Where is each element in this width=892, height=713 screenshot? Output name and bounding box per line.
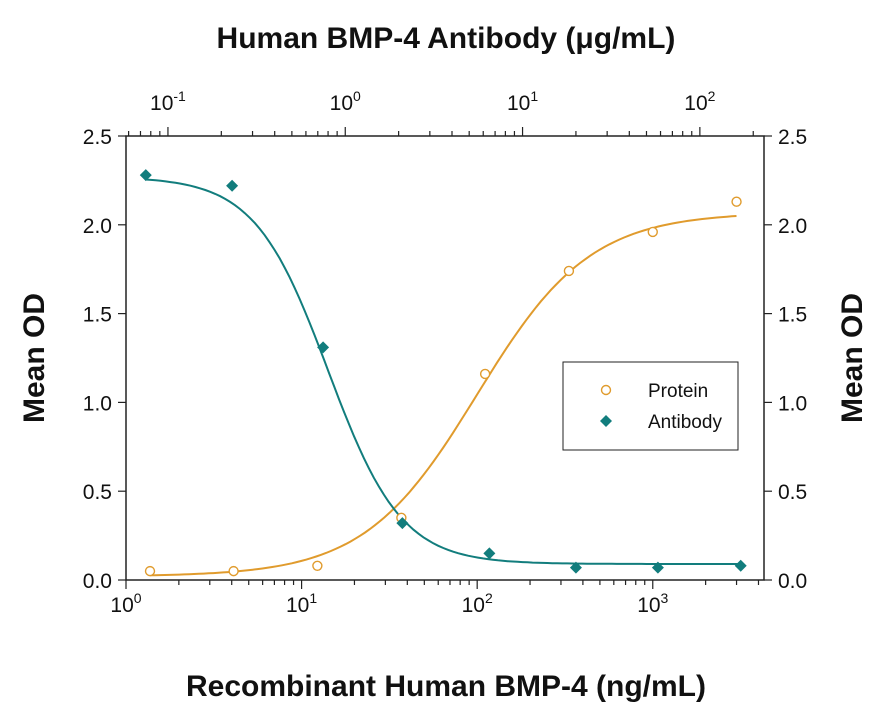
right-axis-tick-label: 2.0 [778,215,807,238]
top-axis-tick-label: 100 [330,88,361,115]
data-points [139,169,747,577]
protein-data-point [563,265,575,277]
protein-data-point [144,565,156,577]
right-axis-tick-label: 2.5 [778,126,807,149]
antibody-data-point [483,547,496,560]
protein-data-point [312,560,323,571]
bottom-axis-tick-label: 101 [286,590,317,617]
antibody-data-point [734,559,747,572]
legend-box [562,361,739,451]
antibody-data-point [226,179,239,192]
protein-data-point [647,226,658,238]
left-axis-tick-label: 0.0 [83,570,112,593]
antibody-data-point [139,169,152,182]
left-axis-tick-label: 1.5 [83,304,112,327]
right-axis-tick-label: 1.0 [778,392,807,415]
right-axis-tick-label: 0.5 [778,481,807,504]
legend-antibody-label: Antibody [648,412,722,433]
left-axis-tick-label: 2.0 [83,215,112,238]
antibody-data-point [651,561,664,574]
legend: Protein Antibody [562,361,739,451]
bottom-axis-tick-label: 100 [110,590,141,617]
antibody-fit-curve [145,178,741,565]
top-axis-tick-label: 102 [684,88,715,115]
top-axis-title: Human BMP-4 Antibody (μg/mL) [217,22,676,55]
top-axis-tick-label: 10-1 [150,88,186,115]
fit-curves [145,178,741,577]
protein-data-point [479,368,491,380]
left-axis-tick-label: 1.0 [83,392,112,415]
protein-fit-curve [149,215,737,577]
plot-frame [125,135,765,581]
x-axis-title: Recombinant Human BMP-4 (ng/mL) [186,670,706,703]
legend-protein-label: Protein [648,381,708,402]
antibody-data-point [396,517,409,530]
left-axis-tick-label: 0.5 [83,481,112,504]
bottom-axis-tick-label: 102 [462,590,493,617]
legend-protein-marker [600,384,612,396]
antibody-data-point [569,561,582,574]
axes-layer: 100 101 102 103 10-1 100 101 102 0.0 0.0 0.5 0.5 1.0… [83,88,807,617]
bottom-axis-tick-label: 103 [637,590,668,617]
legend-antibody-marker [600,415,612,427]
y-axis-title-left: Mean OD [18,293,51,423]
y-axis-title-right: Mean OD [836,293,869,423]
protein-data-point [731,196,742,207]
left-axis-tick-label: 2.5 [83,126,112,149]
right-axis-tick-label: 0.0 [778,570,807,593]
right-axis-tick-label: 1.5 [778,304,807,327]
protein-data-point [228,565,239,577]
top-axis-tick-label: 101 [507,88,538,115]
antibody-data-point [317,341,330,354]
